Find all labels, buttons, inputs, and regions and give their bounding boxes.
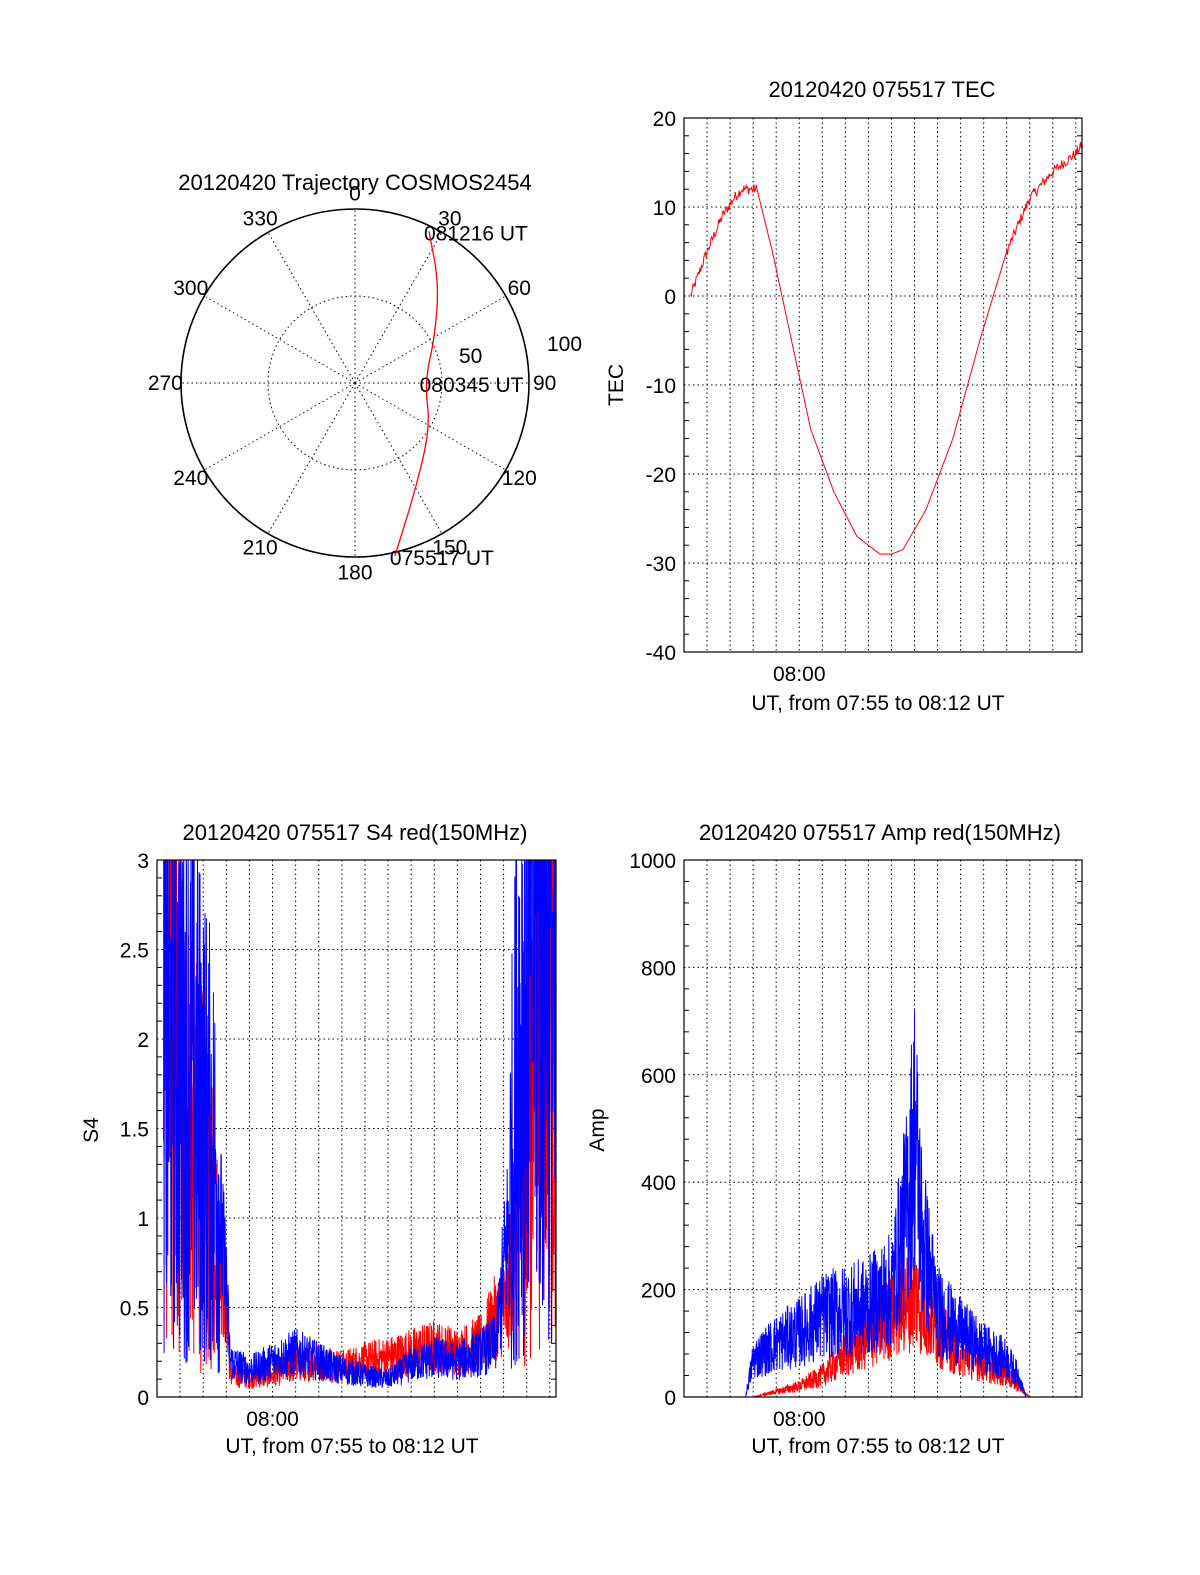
- y-tick-label: -30: [646, 553, 676, 576]
- y-tick-label: -10: [646, 375, 676, 398]
- x-tick-label: 08:00: [773, 663, 826, 686]
- amp-plot: 20120420 075517 Amp red(150MHz) UT, from…: [586, 820, 1083, 1458]
- y-tick-label: 2.5: [120, 940, 149, 963]
- polar-series: [394, 231, 439, 557]
- tec-ylabel: TEC: [605, 364, 628, 406]
- y-tick-label: 2: [137, 1029, 149, 1052]
- polar-azimuth-label: 150: [432, 536, 467, 559]
- polar-annotation: 081216 UT: [424, 222, 528, 245]
- y-tick-label: 10: [653, 197, 676, 220]
- polar-azimuth-label: 0: [349, 182, 361, 205]
- polar-title: 20120420 Trajectory COSMOS2454: [178, 170, 531, 195]
- y-tick-label: 800: [641, 957, 676, 980]
- polar-ring-100: [180, 208, 530, 558]
- s4-title: 20120420 075517 S4 red(150MHz): [183, 820, 528, 845]
- s4-xlabel: UT, from 07:55 to 08:12 UT: [225, 1435, 478, 1458]
- polar-azimuth-label: 30: [438, 208, 461, 231]
- plot-frame: [683, 117, 1083, 653]
- polar-trajectory-line: [394, 231, 439, 557]
- y-tick-label: 200: [641, 1280, 676, 1303]
- y-tick-label: 1.5: [120, 1119, 149, 1142]
- polar-azimuth-label: 240: [173, 467, 208, 490]
- polar-spoke: [354, 382, 443, 534]
- trajectory-polar-plot: 20120420 Trajectory COSMOS2454 0 30 60 90 12…: [148, 170, 582, 585]
- plot-frame: [683, 859, 1083, 1398]
- x-tick-label: 08:00: [246, 1408, 299, 1431]
- polar-azimuth-label: 120: [502, 467, 537, 490]
- tec-xlabel: UT, from 07:55 to 08:12 UT: [751, 692, 1004, 715]
- amp-ylabel: Amp: [586, 1108, 609, 1151]
- polar-azimuth-label: 60: [508, 277, 531, 300]
- series-line-blue: [690, 1010, 1082, 1397]
- series-line-red: [690, 141, 1082, 555]
- y-tick-label: 1: [137, 1208, 149, 1231]
- polar-annotation: 080345 UT: [420, 374, 524, 397]
- polar-spoke: [267, 232, 356, 384]
- polar-azimuth-label: 90: [533, 372, 556, 395]
- polar-azimuth-label: 300: [173, 277, 208, 300]
- y-tick-label: -40: [646, 642, 676, 665]
- y-tick-label: 0: [664, 1387, 676, 1410]
- polar-azimuth-label: 330: [243, 208, 278, 231]
- y-tick-label: 600: [641, 1065, 676, 1088]
- polar-azimuth-label: 210: [243, 536, 278, 559]
- polar-spoke: [354, 382, 506, 471]
- y-tick-label: 0.5: [120, 1298, 149, 1321]
- polar-radial-label: 50: [459, 345, 482, 368]
- polar-labels: 0 30 60 90 120 150 180 210 240 270 300 330 50 100 0812…: [148, 182, 582, 584]
- y-tick-label: 20: [653, 108, 676, 131]
- y-tick-label: 0: [137, 1387, 149, 1410]
- polar-spoke: [204, 382, 356, 471]
- y-tick-label: 1000: [629, 850, 676, 873]
- polar-azimuth-label: 270: [148, 372, 183, 395]
- y-tick-label: 3: [137, 850, 149, 873]
- y-tick-label: 0: [664, 286, 676, 309]
- x-tick-label: 08:00: [773, 1408, 826, 1431]
- s4-ylabel: S4: [80, 1117, 103, 1143]
- polar-azimuth-label: 180: [337, 562, 372, 585]
- amp-title: 20120420 075517 Amp red(150MHz): [699, 820, 1061, 845]
- plot-frame: [156, 859, 557, 1398]
- polar-radial-label: 100: [547, 333, 582, 356]
- polar-spoke: [204, 295, 356, 384]
- polar-spoke: [267, 382, 356, 534]
- polar-spoke: [354, 232, 443, 384]
- polar-grid: [180, 208, 530, 558]
- y-tick-label: -20: [646, 464, 676, 487]
- amp-xlabel: UT, from 07:55 to 08:12 UT: [751, 1435, 1004, 1458]
- y-tick-label: 400: [641, 1172, 676, 1195]
- tec-plot: 20120420 075517 TEC UT, from 07:55 to 08…: [605, 77, 1083, 715]
- s4-plot: 20120420 075517 S4 red(150MHz) UT, from …: [80, 820, 557, 1458]
- polar-annotation: 075517 UT: [390, 547, 494, 570]
- polar-spoke: [354, 295, 506, 384]
- series-line-blue: [163, 860, 556, 1388]
- tec-title: 20120420 075517 TEC: [768, 77, 995, 102]
